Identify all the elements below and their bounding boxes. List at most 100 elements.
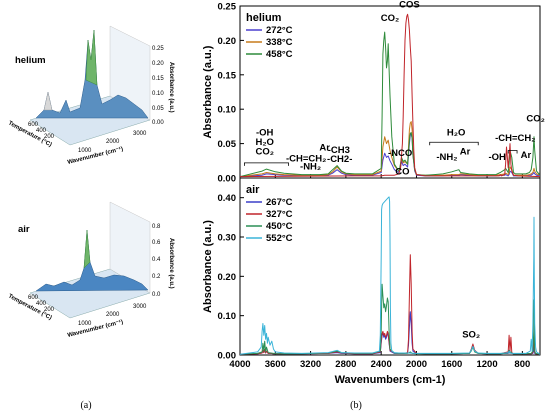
caption-a: (a): [80, 400, 91, 411]
left-panel-air: air 0.8 0.6 0.4 0.2 0.0 Absorbance (a.u.…: [7, 201, 174, 339]
panel-helium: 0.00 0.05 0.10 0.15 0.20 0.25 Absorbance (a.u.…: [202, 0, 545, 185]
left-air-yticks: 200 400 600: [28, 295, 55, 313]
left-air-label: air: [18, 224, 30, 235]
x-tick-label: 1200: [476, 359, 497, 370]
legend-entry: 552°C: [246, 233, 293, 244]
panel-title: air: [246, 184, 260, 196]
xtick: 3000: [133, 131, 147, 137]
xtick: 2000: [106, 139, 120, 145]
peak-annotation: H₂O: [447, 127, 465, 138]
ztick: 0.6: [152, 240, 161, 246]
ztick: 0.05: [152, 106, 164, 112]
x-tick-label: 2400: [371, 359, 392, 370]
y-tick-label: 0.05: [218, 139, 237, 150]
x-tick-label: 2800: [335, 359, 356, 370]
left-helium-yticks: 200 400 600: [28, 122, 55, 140]
left-air-xlabel: Wavenumber (cm⁻¹): [67, 318, 124, 339]
series-line-552°C: [240, 196, 540, 355]
surface-helium-oh-band: [43, 91, 53, 111]
x-axis-label: Wavenumbers (cm-1): [335, 374, 446, 386]
peak-annotation: -NCO: [388, 148, 412, 159]
y-tick-label: 0.25: [218, 2, 237, 13]
peak-annotation: Ar: [521, 150, 532, 161]
xtick: 2000: [106, 312, 120, 318]
ytick: 200: [44, 134, 55, 140]
series-group: [240, 13, 540, 178]
peak-annotation: CO₂: [526, 114, 544, 125]
xtick: 1000: [78, 321, 92, 327]
y-tick-label: 0.00: [218, 174, 237, 185]
y-axis-label: Absorbance (a.u.): [202, 45, 214, 138]
legend-entry: 267°C: [246, 197, 293, 208]
legend-entry: 450°C: [246, 221, 293, 232]
x-tick-label: 800: [514, 359, 530, 370]
peak-annotation: -CH=CH₂: [495, 133, 535, 144]
right-chart: 0.00 0.05 0.10 0.15 0.20 0.25 Absorbance (a.u.…: [202, 0, 545, 386]
legend-label: 552°C: [266, 233, 293, 244]
peak-annotation: -CH=CH₂: [286, 153, 326, 164]
surface-air-peak: [83, 229, 91, 269]
legend-label: 338°C: [266, 37, 293, 48]
ztick: 0.20: [152, 61, 164, 67]
panel-title: helium: [246, 12, 282, 24]
x-tick-label: 3600: [265, 359, 286, 370]
series-line-trace-3: [240, 13, 540, 178]
peak-annotation: -OH: [488, 152, 506, 163]
plot-frame: [239, 177, 541, 356]
y-tick-label: 0.15: [218, 70, 237, 81]
ztick: 0.00: [152, 120, 164, 126]
ytick: 400: [36, 128, 47, 134]
left-panel-helium: helium 0.25 0.20 0.15 0.10 0.05 0.00 Abs…: [7, 25, 174, 166]
y-axis-label: Absorbance (a.u.): [202, 220, 214, 313]
ztick: 0.4: [152, 257, 161, 263]
series-group: [240, 196, 540, 355]
ytick: 600: [28, 122, 39, 128]
panel-air: 0.00 0.10 0.20 0.30 0.40 4000 3600 3200 2800 2400…: [202, 177, 541, 386]
peak-annotation: COS: [399, 0, 420, 10]
xtick: 1000: [78, 148, 92, 154]
legend-label: 327°C: [266, 209, 293, 220]
caption-b: (b): [350, 400, 362, 411]
xtick: 3000: [133, 304, 147, 310]
ytick: 600: [28, 295, 39, 301]
peak-annotation: CO: [395, 167, 409, 178]
series-line-458°C: [240, 31, 540, 178]
y-tick-label: 0.40: [218, 193, 237, 204]
peak-annotation: SO₂: [462, 329, 480, 340]
peak-annotation: -NH₂: [436, 152, 457, 163]
y-tick-label: 0.20: [218, 272, 237, 283]
x-tick-label: 2000: [406, 359, 427, 370]
ytick: 200: [44, 307, 55, 313]
ztick: 0.10: [152, 91, 164, 97]
annotation-bracket: [507, 150, 518, 154]
peak-annotation: Ar: [460, 147, 471, 158]
y-tick-label: 0.10: [218, 105, 237, 116]
peak-annotation: -NH₂: [300, 162, 321, 173]
surface-helium-peak: [85, 29, 98, 86]
peak-annotation: Ar: [319, 142, 330, 153]
left-helium-label: helium: [15, 55, 46, 66]
ytick: 400: [36, 301, 47, 307]
peak-annotation: CO₂: [255, 147, 273, 158]
left-helium-xticks: 1000 2000 3000: [78, 131, 147, 154]
ztick: 0.2: [152, 274, 161, 280]
left-air-zlabel: Absorbance (a.u.): [168, 238, 174, 289]
peak-annotation: -CH2-: [327, 154, 352, 165]
y-tick-label: 0.10: [218, 311, 237, 322]
legend-entry: 458°C: [246, 49, 293, 60]
legend-entry: 272°C: [246, 25, 293, 36]
annotation-bracket: [244, 162, 289, 166]
legend-label: 458°C: [266, 49, 293, 60]
ztick: 0.25: [152, 46, 164, 52]
x-tick-label: 1600: [441, 359, 462, 370]
peak-annotation: -CH3: [328, 145, 350, 156]
ztick: 0.15: [152, 76, 164, 82]
left-air-zticks: 0.8 0.6 0.4 0.2 0.0: [152, 224, 161, 298]
ztick: 0.8: [152, 224, 161, 230]
ztick: 0.0: [152, 292, 161, 298]
legend-label: 450°C: [266, 221, 293, 232]
y-tick-label: 0.30: [218, 233, 237, 244]
peak-annotation: CO₂: [381, 13, 399, 24]
y-tick-label: 0.20: [218, 36, 237, 47]
x-tick-label: 3200: [300, 359, 321, 370]
